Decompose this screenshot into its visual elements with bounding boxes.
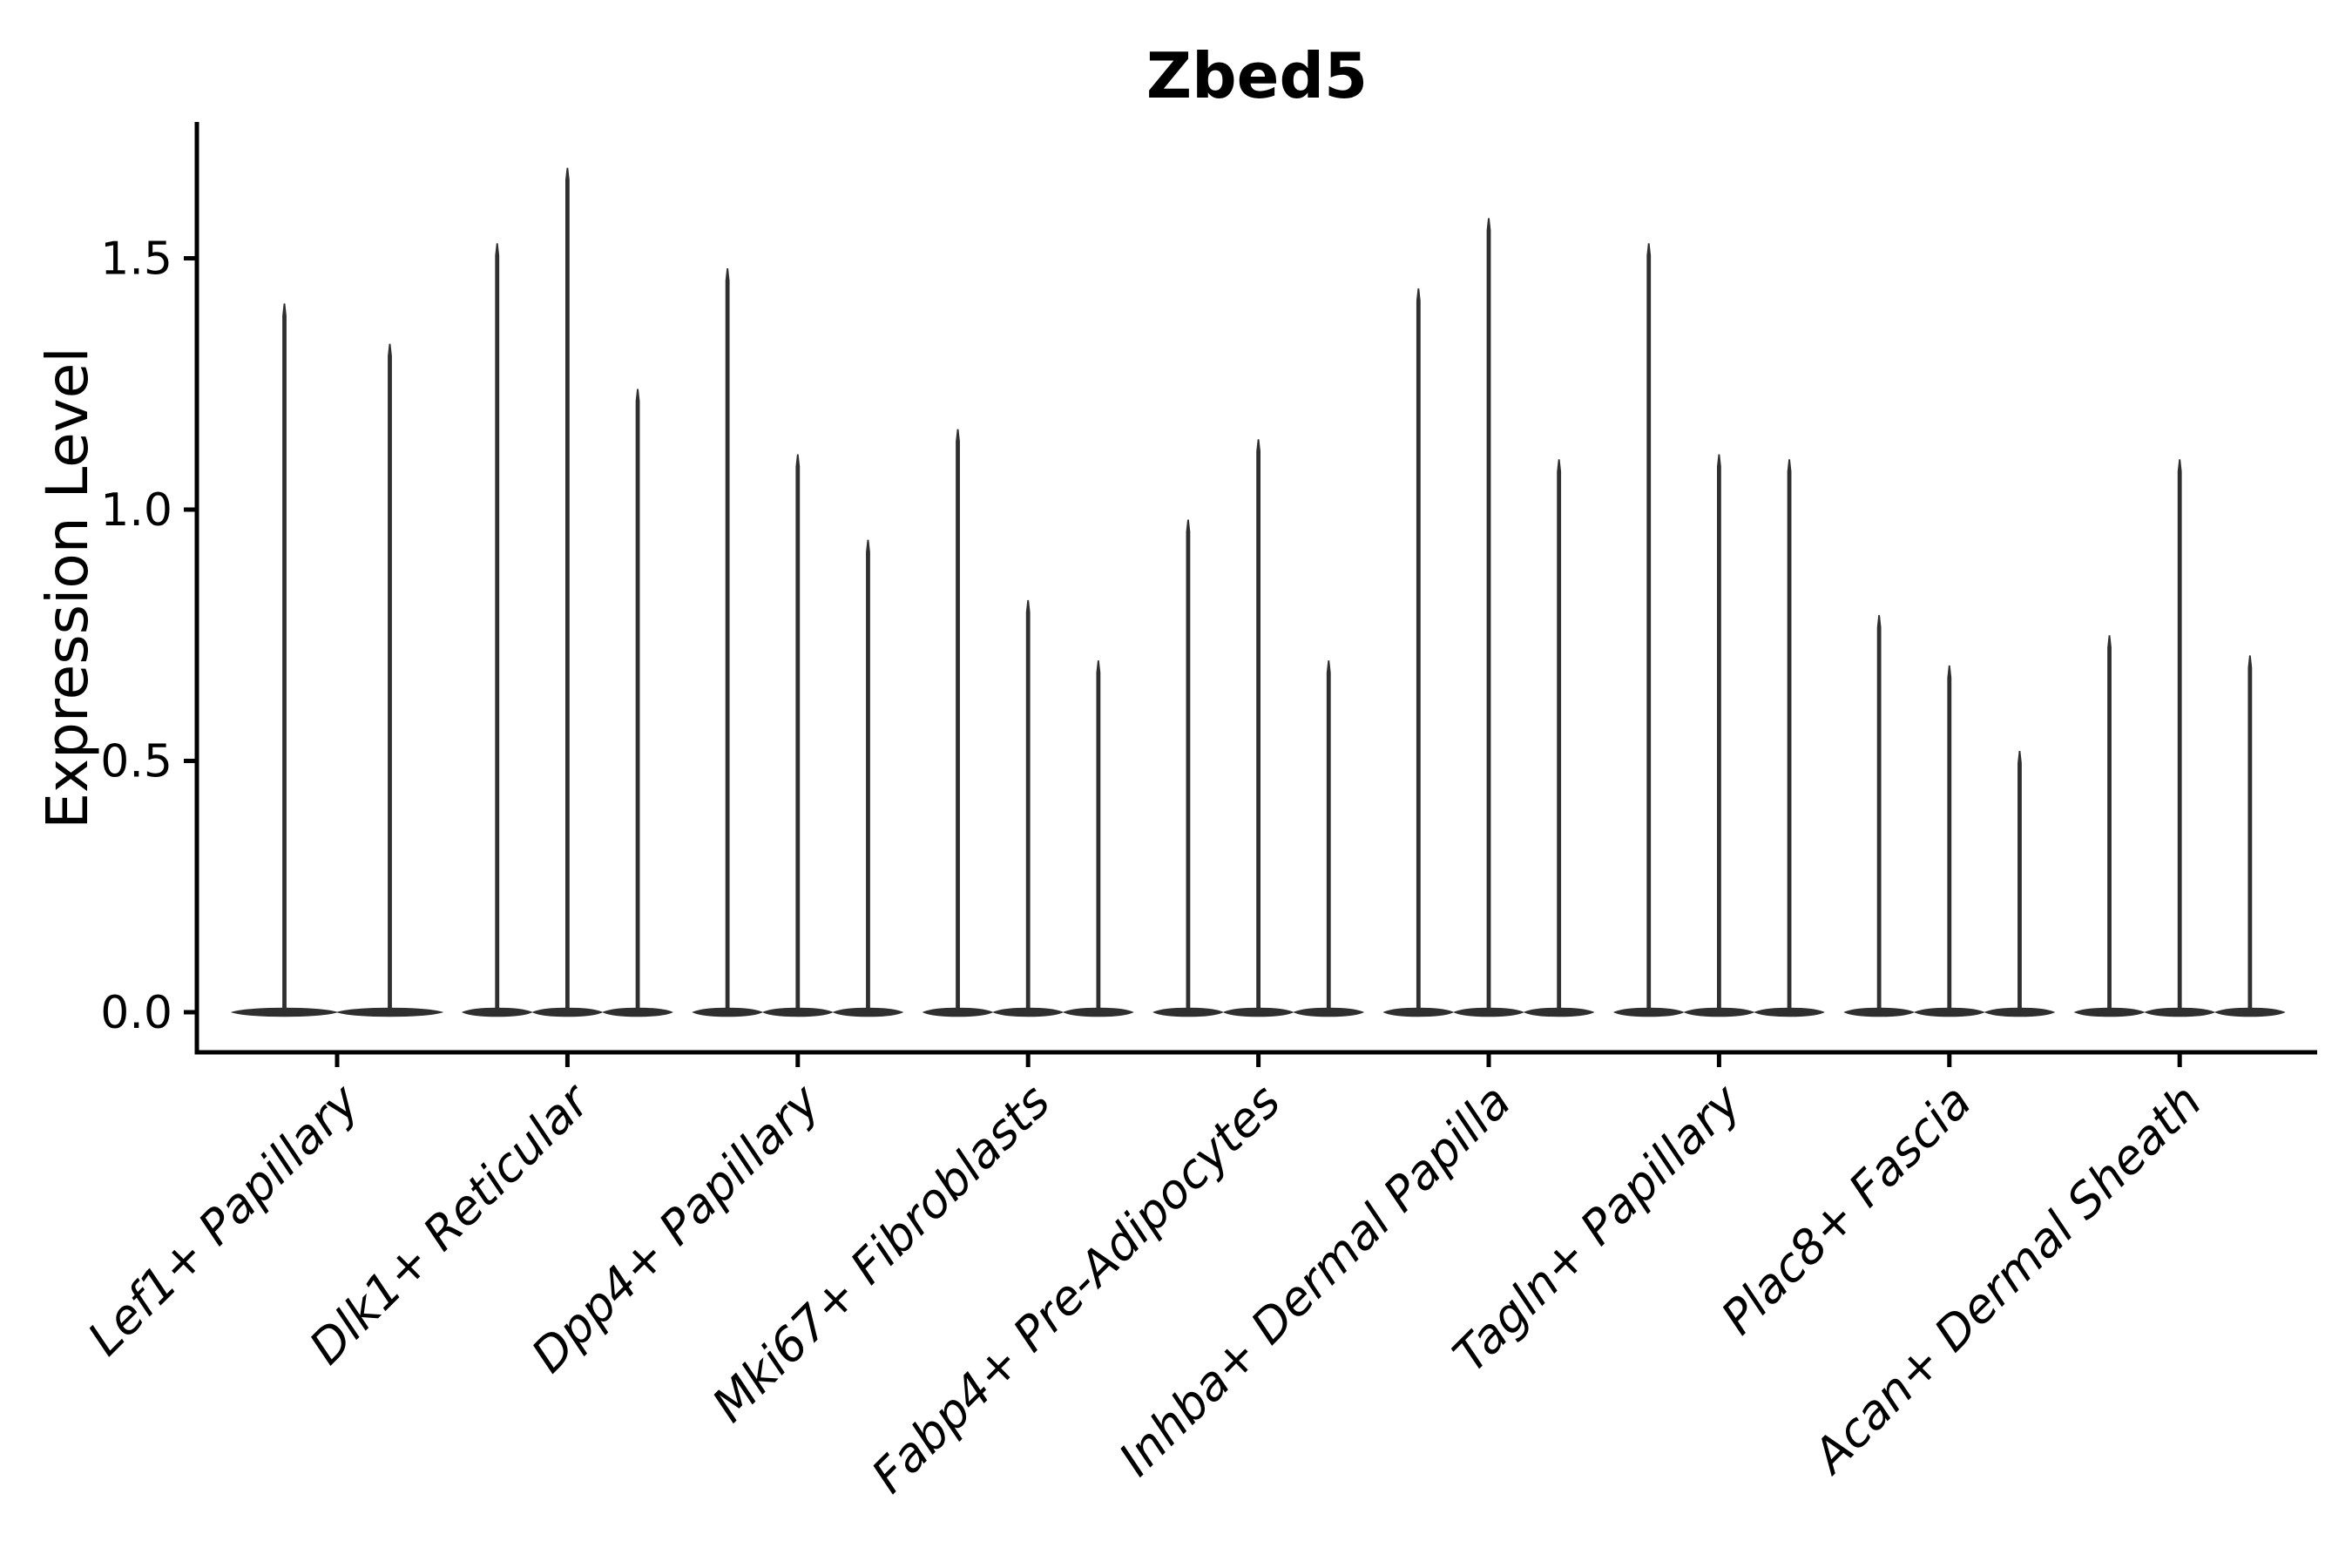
violin-spike <box>2247 655 2253 1012</box>
violin-spike <box>282 303 287 1012</box>
violin-spike <box>1096 660 1101 1012</box>
violin-spike <box>495 243 500 1012</box>
violin-spike <box>565 167 570 1012</box>
y-tick-label: 1.0 <box>100 484 172 537</box>
violin-spike <box>956 429 960 1012</box>
x-category-label: Acan+ Dermal Sheath <box>1801 1074 2212 1485</box>
violins-layer <box>230 167 2286 1017</box>
y-tick-label: 1.5 <box>100 233 172 286</box>
y-tick-label: 0.5 <box>100 736 172 788</box>
violin-spike <box>866 539 870 1012</box>
x-category-label: Inhba+ Dermal Papilla <box>1108 1074 1521 1487</box>
violin-spike <box>635 389 640 1012</box>
chart-title: Zbed5 <box>1146 39 1368 112</box>
violin-spike <box>1787 459 1792 1012</box>
violin-spike <box>725 268 730 1012</box>
y-axis-label: Expression Level <box>34 347 101 828</box>
violin-spike <box>1256 439 1260 1013</box>
violin-spike <box>1947 665 1952 1012</box>
x-category-label: Plac8+ Fascia <box>1711 1074 1982 1345</box>
violin-spike <box>1025 599 1031 1012</box>
violin-spike <box>795 454 801 1012</box>
violin-spike <box>2177 459 2182 1012</box>
violin-spike <box>1876 615 1882 1012</box>
violin-spike <box>1486 218 1491 1013</box>
x-category-label: Fabp4+ Pre-Adipocytes <box>861 1074 1290 1504</box>
violin-spike <box>1557 459 1562 1012</box>
violin-spike <box>1186 519 1191 1012</box>
violin-spike <box>1326 660 1331 1012</box>
y-tick-label: 0.0 <box>100 987 172 1039</box>
violin-spike <box>2017 750 2022 1012</box>
violin-spike <box>388 343 392 1013</box>
violin-spike <box>2107 635 2112 1012</box>
y-axis: 0.0 0.5 1.0 1.5 <box>100 122 199 1055</box>
violin-spike <box>1416 288 1421 1012</box>
violin-spike <box>1646 243 1652 1012</box>
violin-spike <box>1717 454 1721 1012</box>
